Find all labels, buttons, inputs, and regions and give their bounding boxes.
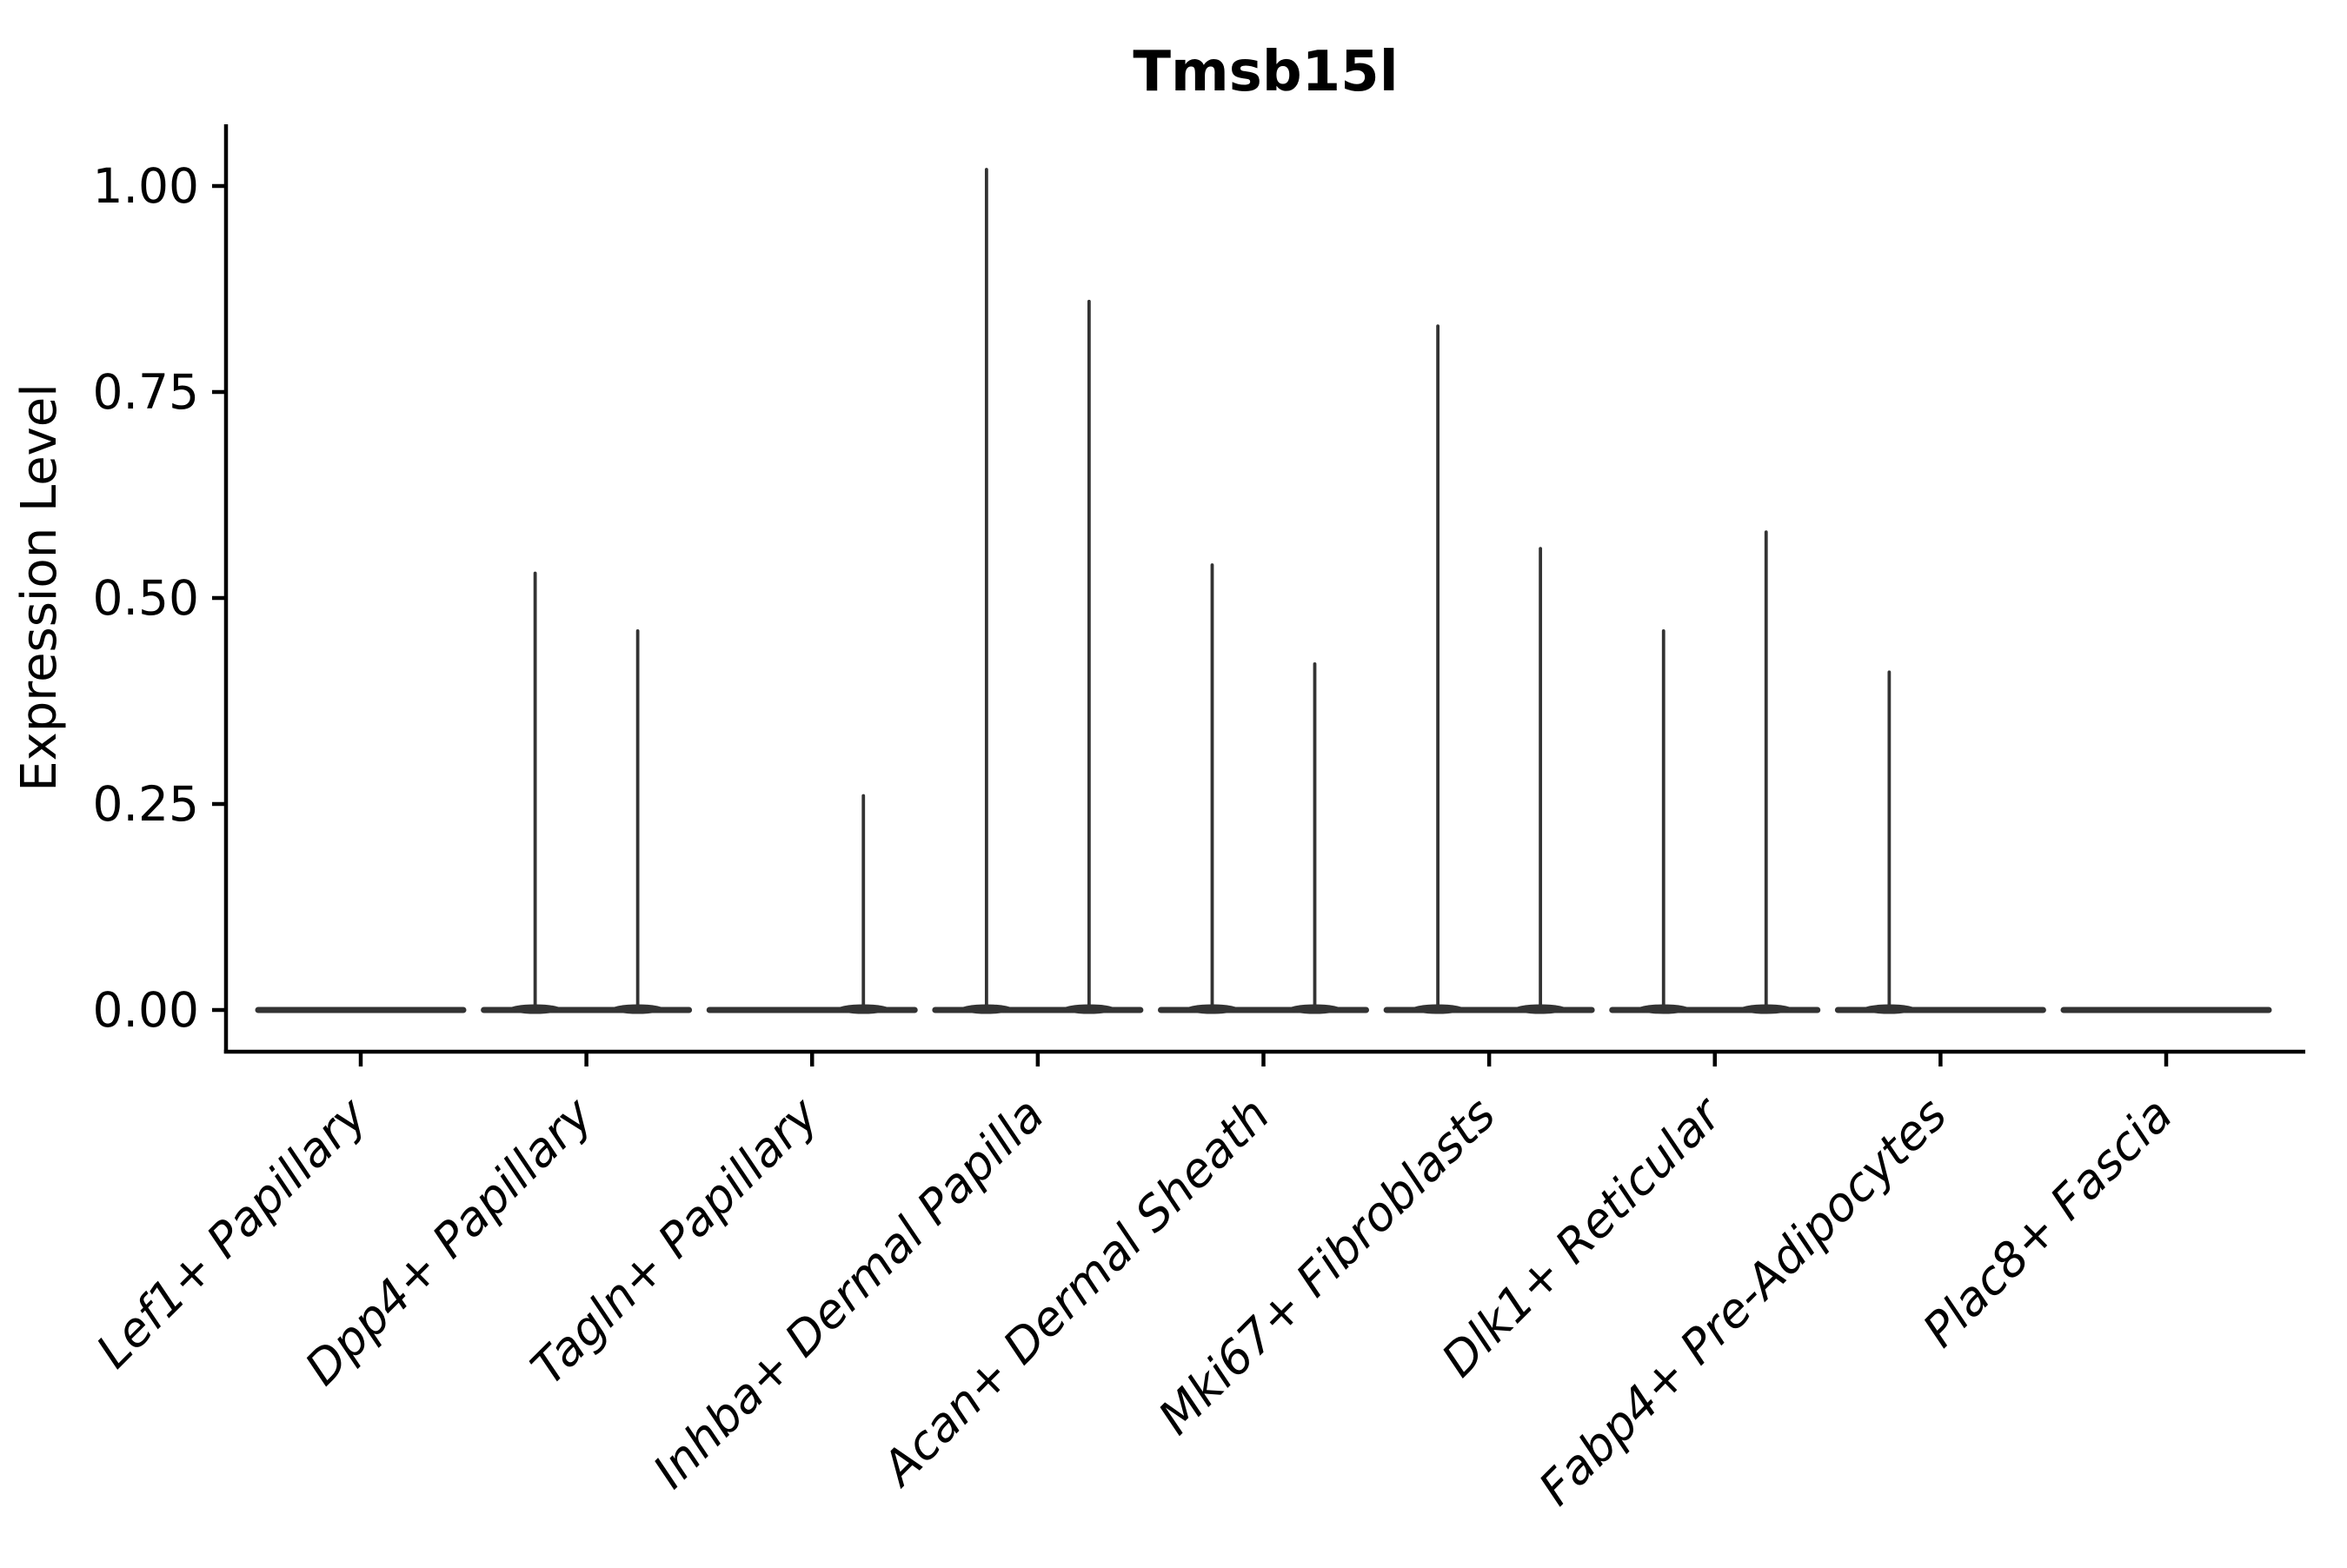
x-category-label: Inhba+ Dermal Papilla (642, 1087, 1054, 1499)
y-axis-ticks: 0.00 0.25 0.50 0.75 1.00 (93, 158, 225, 1038)
violin (1609, 530, 1821, 1014)
y-tick-label: 1.00 (93, 158, 199, 214)
violin (1834, 670, 2046, 1014)
y-tick-label: 0.00 (93, 982, 199, 1038)
violin (1383, 324, 1595, 1014)
y-tick-label: 0.50 (93, 570, 199, 626)
x-category-label: Fabp4+ Pre-Adipocytes (1528, 1087, 1957, 1516)
x-category-label: Acan+ Dermal Sheath (870, 1087, 1280, 1498)
violin (1158, 563, 1369, 1014)
y-axis-label: Expression Level (11, 383, 68, 792)
chart-title: Tmsb15l (1133, 40, 1398, 104)
y-tick-label: 0.75 (93, 364, 199, 420)
violin (932, 168, 1144, 1014)
violin (481, 571, 693, 1014)
violins (255, 168, 2272, 1014)
y-tick-label: 0.25 (93, 776, 199, 832)
violin (706, 794, 918, 1014)
